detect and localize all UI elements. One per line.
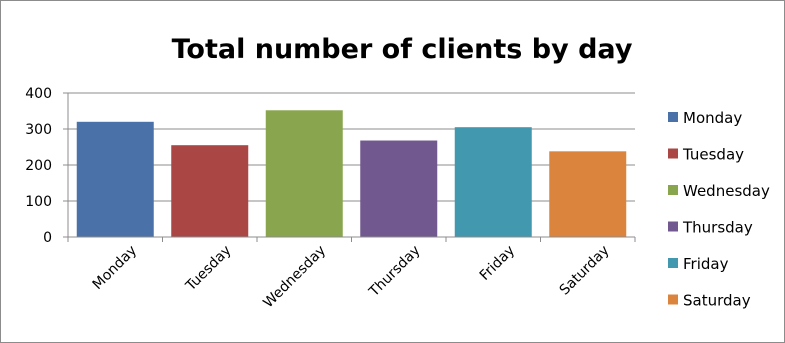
legend-label: Tuesday [682,146,744,164]
legend-swatch [668,112,678,122]
legend-swatch [668,294,678,305]
y-tick-label: 0 [43,230,52,246]
legend-label: Wednesday [683,182,770,200]
bar-saturday [549,151,627,237]
x-axis-ticks: Monday Tuesday Wednesday Thursday Friday Satu… [90,243,613,312]
y-axis-ticks: 0 100 200 300 400 [25,86,69,246]
bar-wednesday [265,110,343,237]
legend-swatch [668,148,678,159]
legend: Monday Tuesday Wednesday Thursday Friday Satu… [668,109,770,310]
x-tick-label: Thursday [366,243,424,301]
bars [76,110,627,237]
y-tick-label: 200 [25,158,52,174]
y-tick-label: 300 [25,122,52,138]
legend-label: Thursday [682,219,753,237]
y-tick-label: 100 [25,194,52,210]
x-tick-label: Friday [477,243,518,284]
bar-friday [454,127,532,237]
legend-label: Saturday [683,292,751,310]
x-tick-label: Monday [90,243,140,293]
bar-thursday [360,140,438,237]
legend-swatch [668,258,678,268]
x-axis [67,236,636,242]
legend-swatch [668,185,678,195]
x-tick-label: Saturday [557,243,613,299]
bar-monday [76,121,154,237]
legend-swatch [668,221,678,232]
legend-label: Friday [683,255,729,273]
y-tick-label: 400 [25,86,52,102]
bar-tuesday [171,145,249,237]
gridlines [68,92,635,202]
x-tick-label: Wednesday [260,243,329,312]
chart-title: Total number of clients by day [172,34,633,65]
legend-label: Monday [683,109,742,127]
x-tick-label: Tuesday [182,243,234,295]
